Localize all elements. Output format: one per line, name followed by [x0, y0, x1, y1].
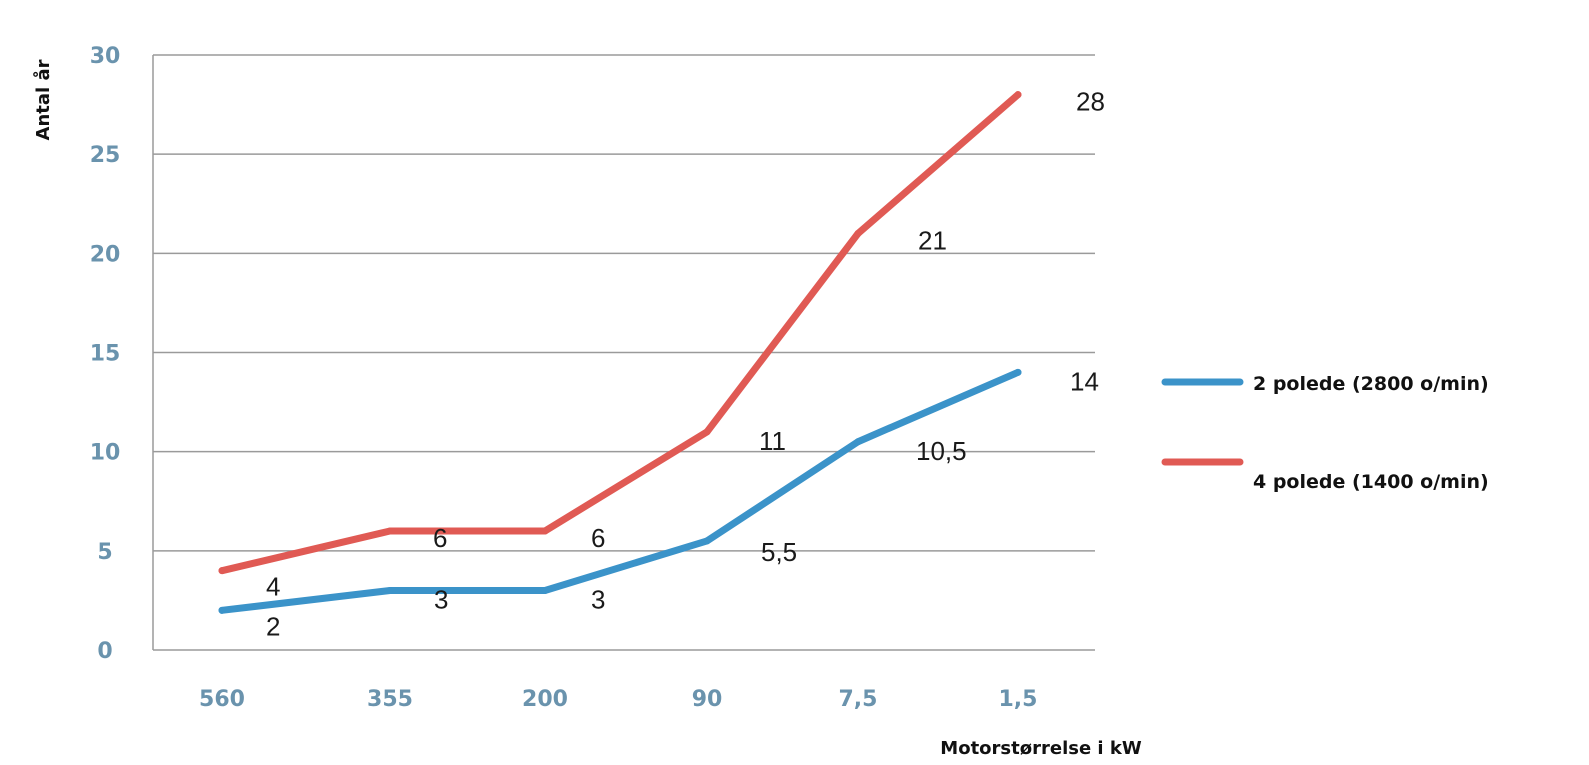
data-label: 5,5: [761, 537, 797, 567]
y-tick-label: 25: [90, 143, 121, 168]
data-label: 6: [433, 523, 447, 553]
x-axis-ticks: 560 355 200 90 7,5 1,5: [199, 687, 1037, 712]
data-point: [703, 537, 711, 545]
legend-item: 2 polede (2800 o/min): [1161, 373, 1489, 395]
data-labels: 2 3 3 5,5 10,5 14 4 6 6 11 21 28: [266, 87, 1105, 642]
data-label: 3: [434, 585, 448, 615]
data-label: 10,5: [916, 436, 967, 466]
data-point: [541, 587, 549, 594]
data-label: 14: [1070, 366, 1099, 396]
y-tick-label: 0: [97, 639, 112, 664]
legend-label: 4 polede (1400 o/min): [1253, 471, 1489, 493]
data-label: 3: [591, 585, 605, 615]
series-line-2: [218, 91, 1022, 575]
data-point: [1014, 91, 1022, 99]
data-point: [854, 230, 862, 237]
data-point: [386, 587, 394, 594]
gridlines: [153, 54, 1095, 552]
data-label: 4: [266, 572, 280, 602]
y-tick-label: 30: [90, 44, 121, 69]
series-line-1: [218, 368, 1022, 614]
y-tick-label: 20: [90, 242, 121, 267]
data-point: [1014, 368, 1022, 376]
series-lines: [218, 91, 1022, 614]
data-point: [218, 606, 226, 614]
data-point: [854, 438, 862, 446]
legend-label: 2 polede (2800 o/min): [1253, 373, 1489, 395]
data-label: 21: [918, 226, 947, 256]
x-axis-label: Motorstørrelse i kW: [940, 738, 1142, 759]
y-tick-label: 10: [90, 441, 121, 466]
y-axis-ticks: 0 5 10 15 20 25 30: [90, 44, 121, 664]
x-tick-label: 355: [367, 687, 413, 712]
axes: [152, 55, 1095, 651]
legend-item: 4 polede (1400 o/min): [1161, 458, 1489, 493]
data-label: 11: [759, 426, 786, 456]
data-label: 28: [1076, 87, 1105, 117]
x-tick-label: 1,5: [999, 687, 1038, 712]
y-tick-label: 15: [90, 342, 121, 367]
data-point: [703, 428, 711, 436]
data-point: [386, 527, 394, 535]
data-label: 2: [266, 611, 280, 641]
y-axis-label: Antal år: [32, 59, 54, 140]
x-tick-label: 560: [199, 687, 245, 712]
x-tick-label: 200: [522, 687, 568, 712]
legend: 2 polede (2800 o/min) 4 polede (1400 o/mi…: [1161, 373, 1489, 493]
x-tick-label: 7,5: [839, 687, 878, 712]
data-label: 6: [591, 523, 605, 553]
x-tick-label: 90: [692, 687, 723, 712]
data-point: [218, 567, 226, 575]
y-tick-label: 5: [97, 540, 112, 565]
data-point: [541, 527, 549, 535]
